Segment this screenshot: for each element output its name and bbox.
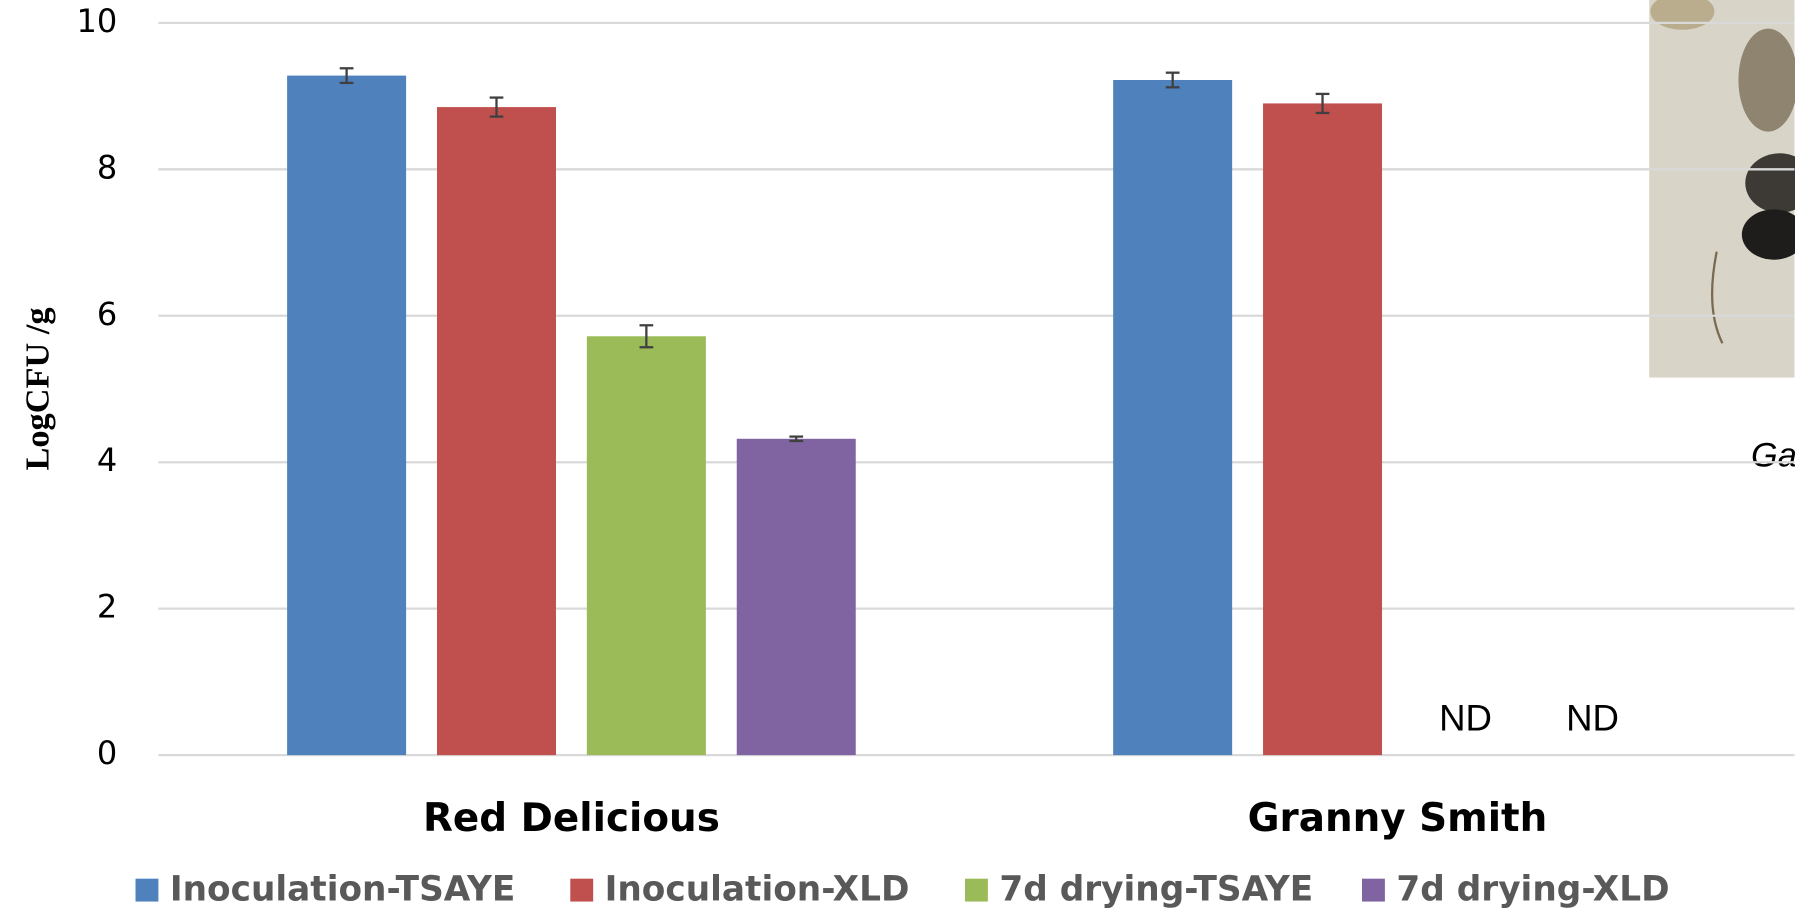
value-label: ND bbox=[1566, 697, 1619, 738]
legend-swatch bbox=[570, 878, 594, 902]
y-tick-label: 8 bbox=[97, 148, 117, 186]
legend-label: Inoculation-XLD bbox=[605, 870, 910, 910]
x-tick-label: Red Delicious bbox=[423, 796, 720, 841]
legend-swatch bbox=[135, 878, 159, 902]
photo bbox=[1649, 0, 1795, 378]
y-tick-label: 2 bbox=[97, 588, 117, 626]
legend-label: 7d drying-XLD bbox=[1396, 870, 1669, 910]
bar bbox=[287, 75, 407, 756]
x-tick-label: Granny Smith bbox=[1248, 796, 1548, 841]
bar bbox=[586, 336, 706, 756]
y-tick-label: 10 bbox=[76, 2, 117, 40]
y-tick-label: 4 bbox=[97, 441, 117, 479]
bar bbox=[1263, 103, 1383, 756]
y-tick-label: 0 bbox=[97, 734, 117, 772]
legend-swatch bbox=[965, 878, 988, 902]
bar bbox=[436, 107, 556, 756]
value-label: ND bbox=[1439, 697, 1492, 738]
legend-label: Inoculation-TSAYE bbox=[170, 870, 516, 910]
y-tick-label: 6 bbox=[97, 295, 117, 333]
legend-label: 7d drying-TSAYE bbox=[999, 870, 1313, 910]
legend-swatch bbox=[1362, 878, 1385, 902]
bar bbox=[736, 438, 856, 756]
caption: Ga bbox=[1751, 437, 1795, 475]
bar bbox=[1113, 79, 1233, 756]
y-axis-label: LogCFU /g bbox=[18, 308, 56, 471]
